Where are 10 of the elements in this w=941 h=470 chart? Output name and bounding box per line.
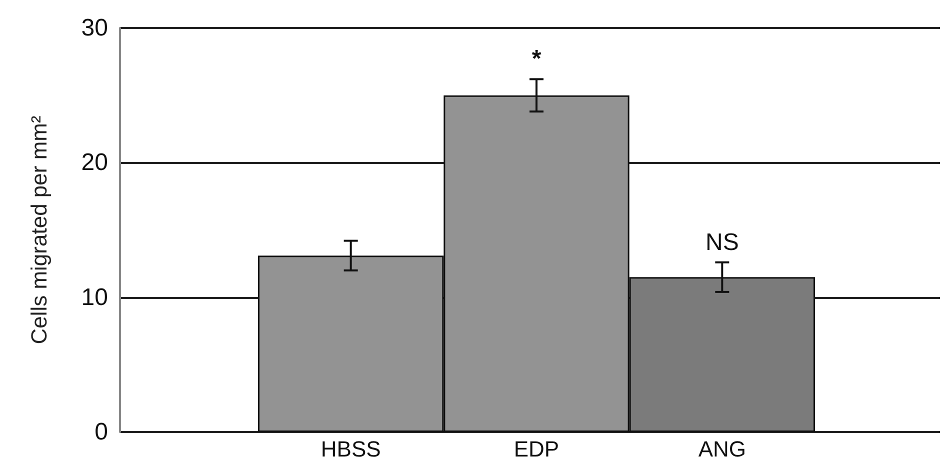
y-tick-label: 20 [81,149,108,176]
y-tick-label: 30 [81,14,108,42]
y-axis-title: Cells migrated per mm² [26,116,52,344]
annotation: * [532,46,542,73]
x-tick-label: EDP [514,436,560,462]
annotation: NS [705,228,739,256]
x-tick-label: ANG [698,436,746,462]
y-tick-label: 10 [81,284,108,311]
x-tick-label: HBSS [320,436,381,462]
y-tick-label: 0 [94,418,108,446]
